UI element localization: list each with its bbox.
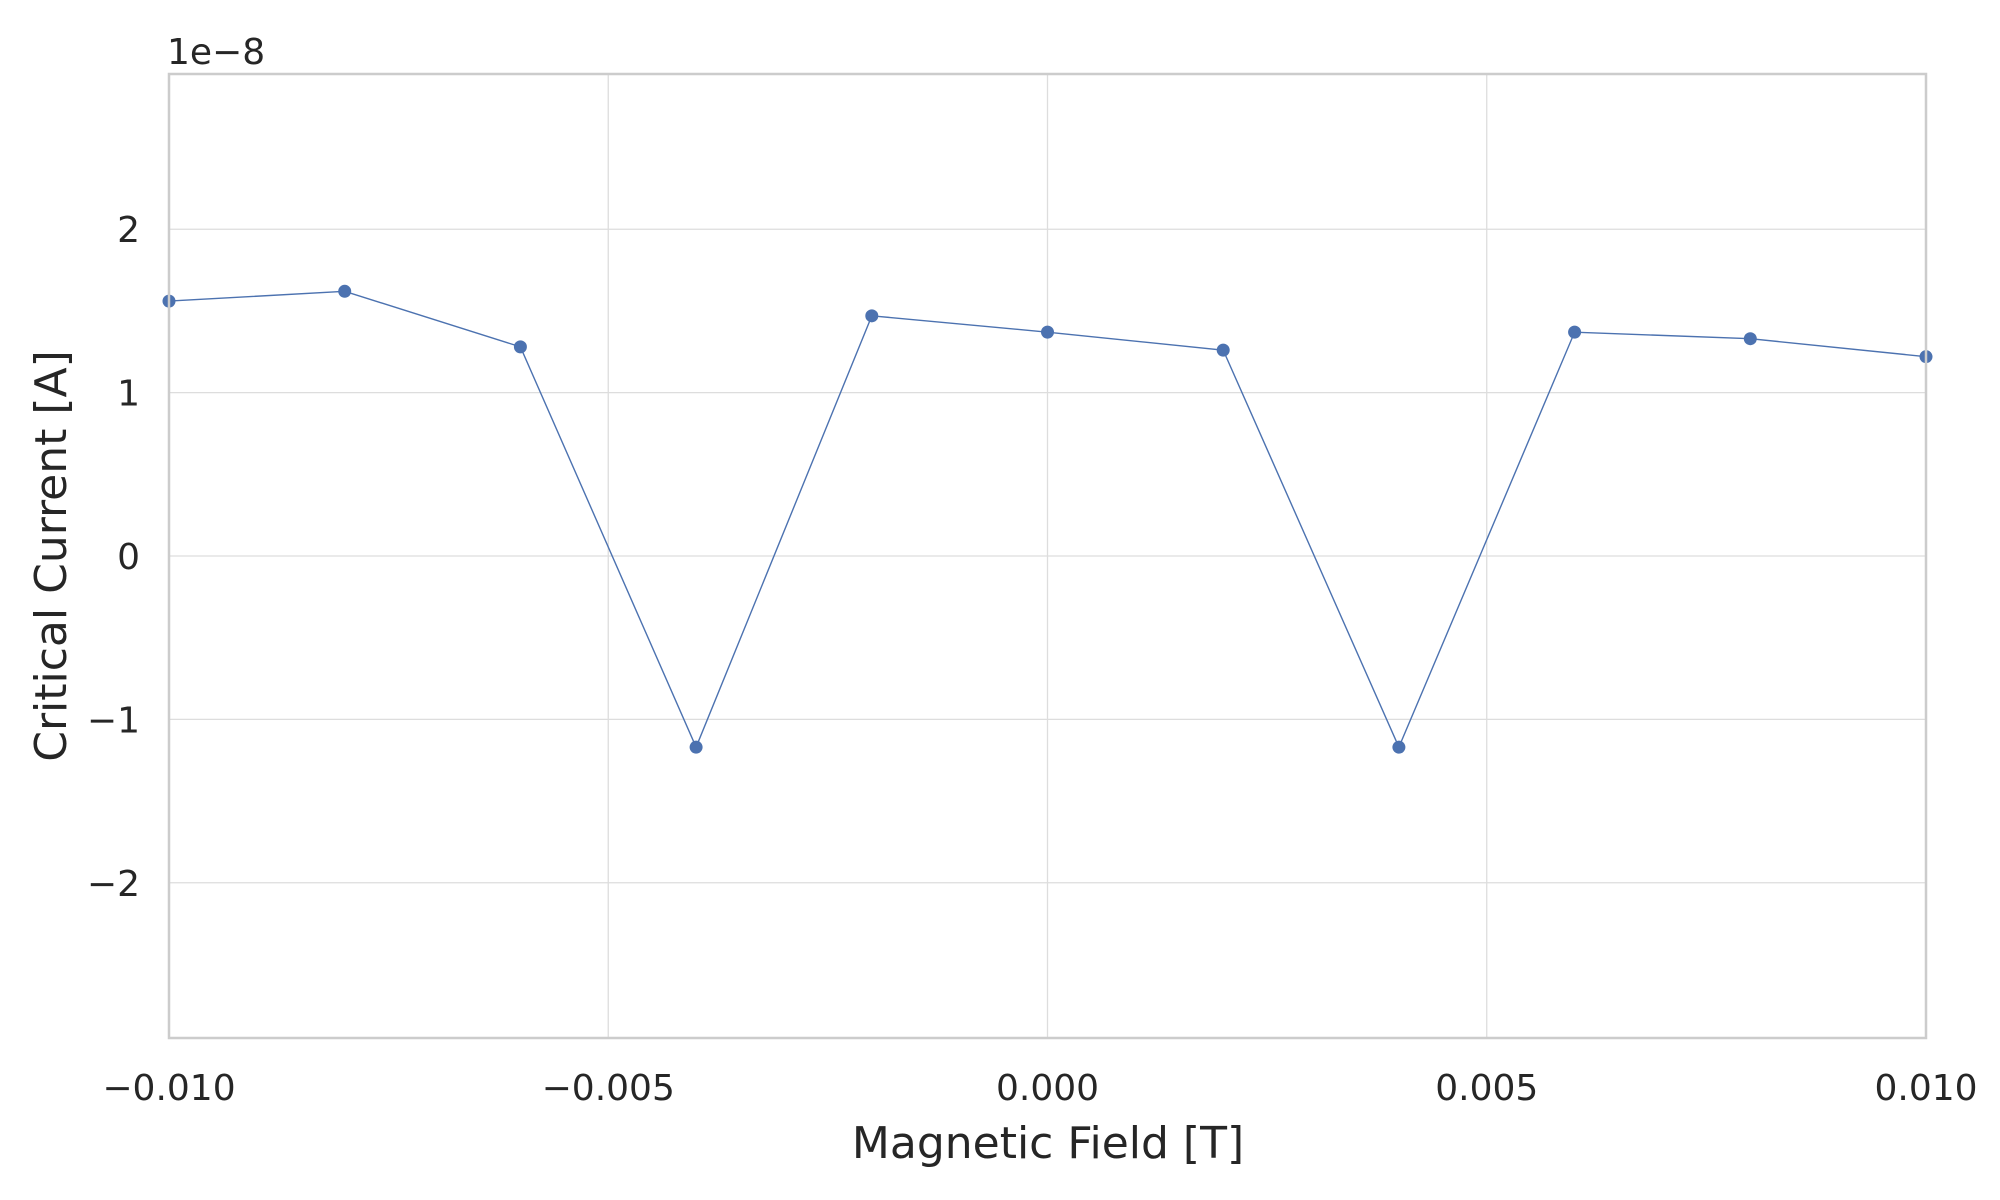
data-point [1743,332,1757,346]
x-axis-label: Magnetic Field [T] [852,1118,1244,1169]
data-point [338,284,352,298]
data-point [1392,740,1406,754]
data-point [1216,343,1230,357]
x-tick-label: 0.000 [996,1068,1099,1109]
x-tick-label: −0.010 [102,1068,235,1109]
x-tick-label: 0.005 [1435,1068,1538,1109]
data-point [689,740,703,754]
plot-frame [167,72,1928,1040]
y-tick-label: −2 [87,864,140,905]
data-point [1041,325,1054,339]
y-axis-label: Critical Current [A] [26,350,77,762]
ticks: −0.010 −0.005 0.000 0.005 0.010 −2 −1 0 1 2 [87,210,1978,1109]
x-tick-label: −0.005 [542,1068,675,1109]
y-offset-label: 1e−8 [167,32,265,73]
x-tick-label: 0.010 [1874,1068,1977,1109]
data-point [865,309,879,323]
y-tick-label: 2 [117,210,140,251]
y-tick-label: 0 [117,537,140,578]
data-point [513,340,527,354]
y-tick-label: 1 [117,374,140,415]
y-tick-label: −1 [87,700,140,741]
data-point [1568,325,1582,339]
grid [168,74,1927,1038]
